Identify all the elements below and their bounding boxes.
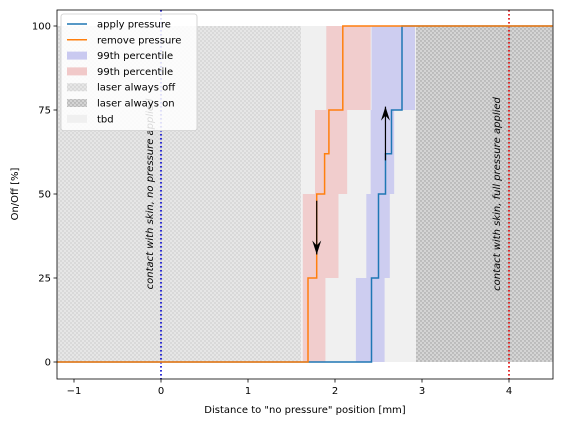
x-tick-label: 4 [506, 386, 512, 397]
annotation-1: contact with skin, full pressure applied [492, 96, 503, 290]
legend: apply pressure remove pressure 99th percen… [60, 13, 198, 131]
series-apply-pressure [57, 25, 553, 363]
x-tick-label: 2 [332, 386, 338, 397]
y-axis-ticks: 0 25 50 75 100 [32, 22, 57, 369]
annotations: contact with skin, no pressure applied co… [145, 96, 503, 290]
x-tick-label: 0 [158, 386, 164, 397]
percentile-band-red-6 [314, 110, 348, 194]
series-remove-pressure [57, 25, 553, 363]
legend-label: laser always on [97, 99, 175, 110]
x-axis-label: Distance to "no pressure" position [mm] [204, 405, 406, 416]
legend-label: laser always off [97, 83, 176, 94]
legend-label: apply pressure [97, 20, 171, 31]
y-tick-label: 50 [38, 190, 51, 201]
x-axis-ticks: −1 0 1 2 3 4 [67, 379, 512, 397]
percentile-band-blue-2 [370, 110, 395, 194]
percentile-band-blue-3 [371, 26, 416, 110]
x-tick-label: −1 [67, 386, 82, 397]
plot-frame [56, 9, 554, 380]
region-laser-always-on [415, 26, 553, 362]
y-tick-label: 25 [38, 274, 51, 285]
legend-swatch [67, 51, 87, 60]
y-tick-label: 75 [38, 106, 51, 117]
legend-label: tbd [97, 114, 114, 125]
legend-box [60, 13, 198, 131]
x-tick-label: 1 [245, 386, 251, 397]
arrow-head-down [312, 240, 322, 255]
arrow-head-up [380, 106, 390, 121]
y-tick-label: 0 [45, 358, 51, 369]
legend-label: remove pressure [97, 35, 181, 46]
series-lines [57, 25, 553, 363]
y-axis-label: On/Off [%] [10, 167, 21, 220]
legend-label: 99th percentile [97, 67, 173, 78]
annotation-0: contact with skin, no pressure applied [145, 98, 156, 289]
legend-swatch [67, 83, 87, 92]
x-tick-label: 3 [419, 386, 425, 397]
y-tick-label: 100 [32, 22, 51, 33]
direction-arrows [312, 106, 390, 255]
percentile-bands [302, 26, 416, 362]
legend-swatch [67, 99, 87, 107]
percentile-band-red-5 [302, 194, 339, 278]
percentile-band-red-4 [302, 278, 326, 362]
legend-swatch [67, 114, 87, 123]
percentile-band-blue-0 [355, 278, 385, 362]
legend-swatch [67, 67, 87, 76]
percentile-band-red-7 [326, 26, 371, 110]
legend-label: 99th percentile [97, 51, 173, 62]
